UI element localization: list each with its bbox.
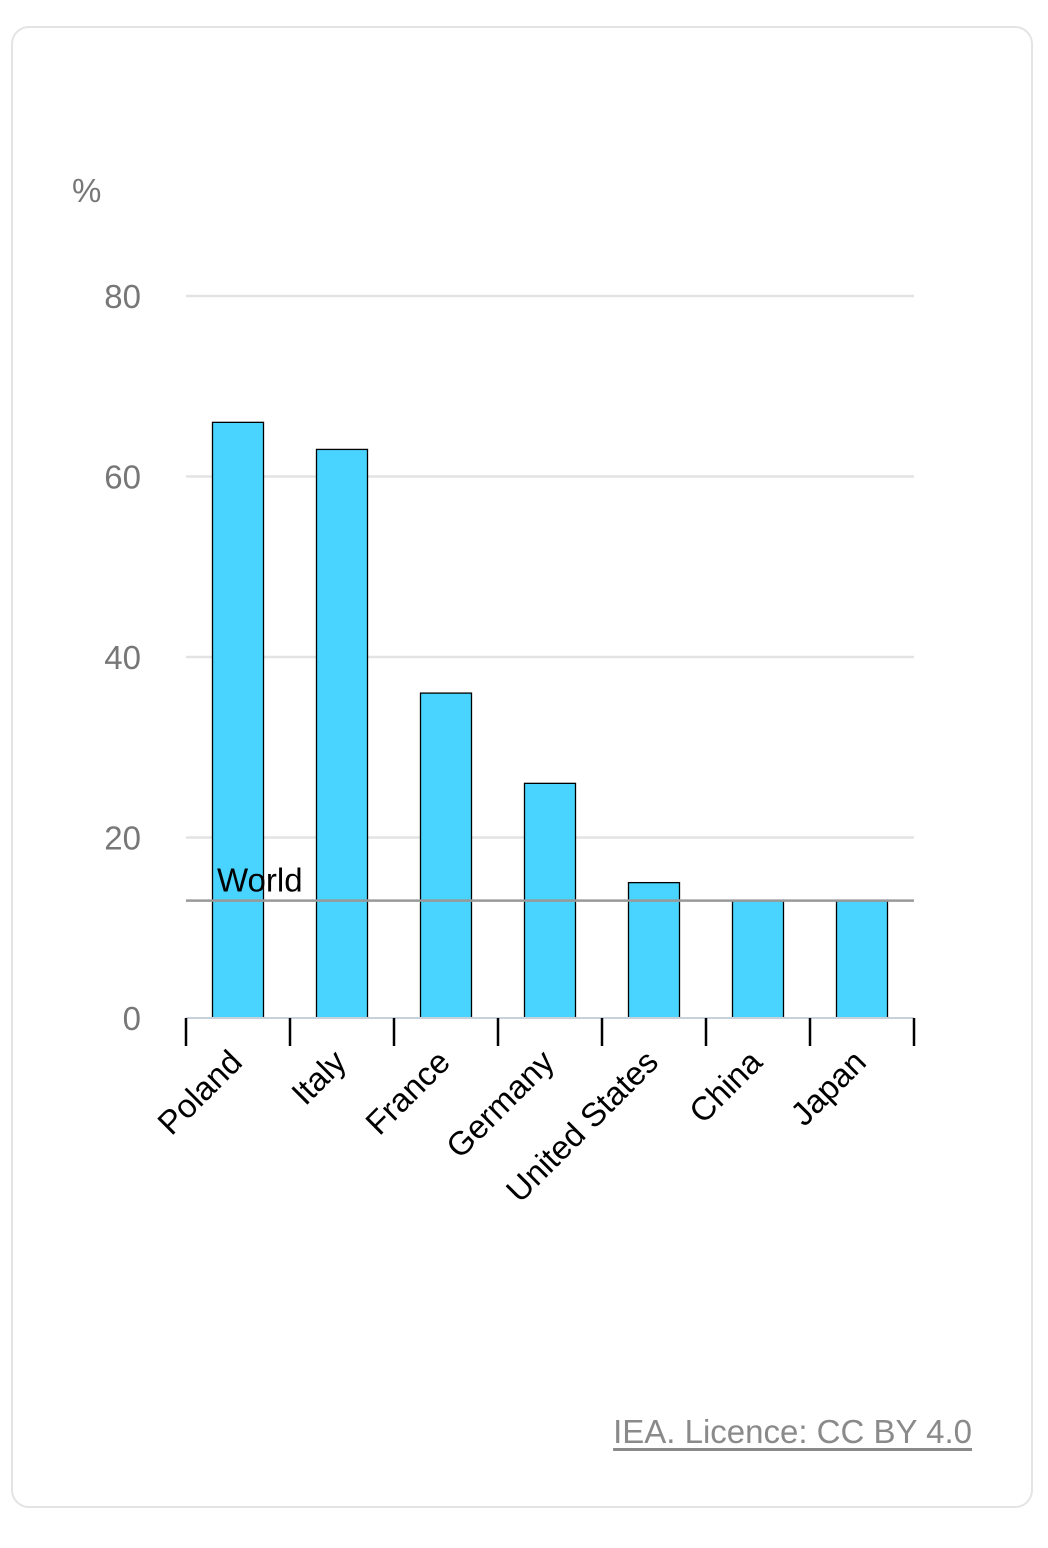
y-tick-label: 80 <box>104 278 141 315</box>
world-reference-label: World <box>217 862 303 899</box>
chart-card <box>11 26 1033 1508</box>
y-tick-label: 40 <box>104 639 141 676</box>
y-tick-label: 0 <box>123 1000 141 1037</box>
y-axis-unit-label: % <box>72 172 101 209</box>
x-category-label: Italy <box>284 1042 353 1111</box>
bar-united-states[interactable] <box>627 881 681 1019</box>
bar-japan[interactable] <box>835 900 889 1019</box>
bar-poland[interactable] <box>211 421 265 1019</box>
y-tick-label: 20 <box>104 820 141 857</box>
licence-link[interactable]: IEA. Licence: CC BY 4.0 <box>613 1413 972 1450</box>
bar-france[interactable] <box>419 692 473 1019</box>
x-category-label: Japan <box>783 1043 873 1133</box>
y-tick-label: 60 <box>104 459 141 496</box>
x-category-label: France <box>358 1043 457 1142</box>
x-category-label: China <box>682 1042 770 1130</box>
x-category-label: Poland <box>150 1043 249 1142</box>
bar-italy[interactable] <box>315 448 369 1019</box>
bar-china[interactable] <box>731 900 785 1019</box>
